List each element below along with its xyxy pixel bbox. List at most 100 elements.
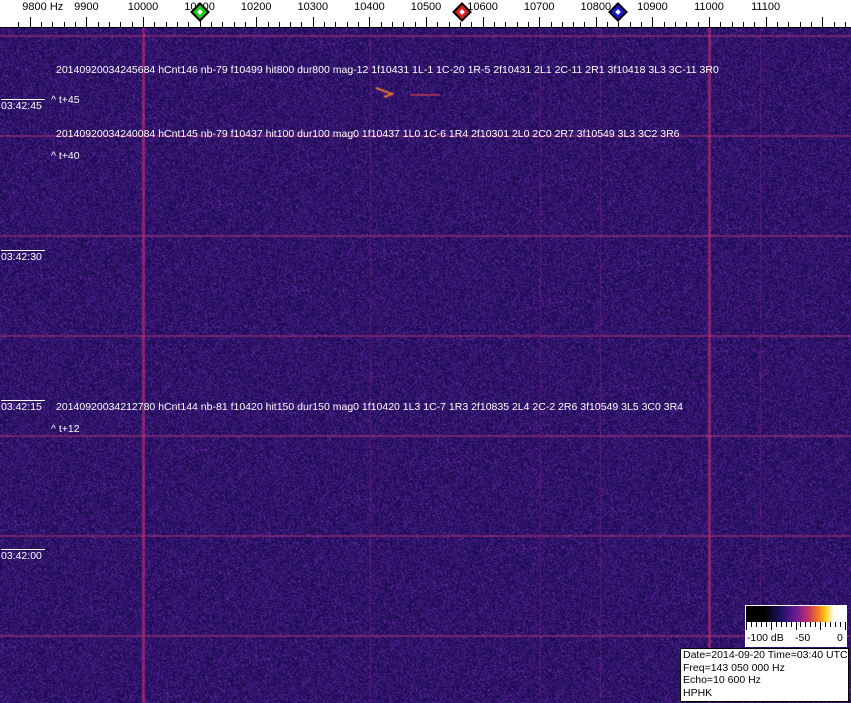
ruler-tick bbox=[743, 22, 744, 27]
ruler-tick bbox=[154, 22, 155, 27]
ruler-tick bbox=[777, 22, 778, 27]
time-label: 03:42:00 bbox=[1, 549, 45, 562]
detection-offset: ^ t+40 bbox=[51, 150, 80, 162]
ruler-tick bbox=[471, 22, 472, 27]
ruler-tick bbox=[109, 22, 110, 27]
ruler-tick bbox=[675, 22, 676, 27]
info-box: Date=2014-09-20 Time=03:40 UTC Freq=143 … bbox=[680, 648, 849, 702]
ruler-tick bbox=[143, 17, 144, 27]
color-scale-tick bbox=[830, 622, 832, 627]
ruler-tick bbox=[766, 17, 767, 27]
ruler-tick bbox=[369, 17, 370, 27]
color-scale-label: -50 bbox=[795, 632, 811, 644]
ruler-tick bbox=[358, 22, 359, 27]
detection-offset: ^ t+12 bbox=[51, 423, 80, 435]
color-scale-tick bbox=[820, 622, 822, 630]
color-scale-tick bbox=[746, 622, 747, 630]
color-gradient bbox=[746, 606, 846, 622]
date-time: Date=2014-09-20 Time=03:40 UTC bbox=[683, 649, 848, 661]
ruler-tick bbox=[268, 22, 269, 27]
frequency-label: 9800 Hz bbox=[22, 1, 64, 13]
detection-text: 20140920034212780 hCnt144 nb-81 f10420 h… bbox=[56, 401, 684, 413]
color-scale-label: -100 dB bbox=[747, 632, 784, 644]
ruler-tick bbox=[754, 22, 755, 27]
frequency-ruler[interactable]: 9800 Hz990010000101001020010300104001050… bbox=[0, 0, 851, 28]
color-scale-tick bbox=[750, 622, 752, 627]
ruler-tick bbox=[392, 22, 393, 27]
color-scale-tick bbox=[840, 622, 842, 627]
ruler-tick bbox=[426, 17, 427, 27]
ruler-tick bbox=[301, 22, 302, 27]
ruler-tick bbox=[584, 22, 585, 27]
station-name: HPHK bbox=[683, 686, 713, 699]
color-scale-tick bbox=[760, 622, 762, 627]
ruler-tick bbox=[313, 17, 314, 27]
ruler-tick bbox=[732, 22, 733, 27]
ruler-tick bbox=[177, 22, 178, 27]
frequency-label: 10200 bbox=[240, 1, 272, 13]
ruler-tick bbox=[505, 22, 506, 27]
detection-text: 20140920034245684 hCnt146 nb-79 f10499 h… bbox=[56, 64, 719, 76]
ruler-tick bbox=[494, 22, 495, 27]
color-scale-tick bbox=[765, 622, 767, 627]
ruler-tick bbox=[664, 22, 665, 27]
ruler-tick bbox=[720, 22, 721, 27]
ruler-tick bbox=[698, 22, 699, 27]
ruler-tick bbox=[30, 17, 31, 27]
ruler-tick bbox=[607, 22, 608, 27]
ruler-tick bbox=[811, 22, 812, 27]
ruler-tick bbox=[245, 22, 246, 27]
ruler-tick bbox=[200, 17, 201, 27]
ruler-tick bbox=[381, 22, 382, 27]
ruler-tick bbox=[483, 17, 484, 27]
ruler-tick bbox=[256, 17, 257, 27]
ruler-tick bbox=[75, 22, 76, 27]
color-scale-tick bbox=[795, 622, 797, 630]
ruler-tick bbox=[188, 22, 189, 27]
ruler-tick bbox=[641, 22, 642, 27]
color-scale-ticks bbox=[746, 622, 846, 630]
ruler-tick bbox=[64, 22, 65, 27]
color-scale-tick bbox=[800, 622, 802, 627]
frequency-label: 9900 bbox=[74, 1, 99, 13]
color-scale-tick bbox=[835, 622, 837, 627]
ruler-tick bbox=[211, 22, 212, 27]
frequency-label: 10800 bbox=[580, 1, 612, 13]
ruler-tick bbox=[517, 22, 518, 27]
color-scale-tick bbox=[780, 622, 782, 627]
ruler-tick bbox=[630, 22, 631, 27]
color-scale: -100 dB -50 0 bbox=[745, 605, 847, 647]
ruler-tick bbox=[52, 22, 53, 27]
frequency-label: 10500 bbox=[410, 1, 442, 13]
ruler-tick bbox=[18, 22, 19, 27]
ruler-tick bbox=[222, 22, 223, 27]
ruler-tick bbox=[98, 22, 99, 27]
color-scale-tick bbox=[845, 622, 846, 630]
ruler-tick bbox=[449, 22, 450, 27]
ruler-tick bbox=[562, 22, 563, 27]
ruler-tick bbox=[324, 22, 325, 27]
color-scale-tick bbox=[825, 622, 827, 627]
color-scale-tick bbox=[790, 622, 792, 627]
time-label: 03:42:30 bbox=[1, 250, 45, 263]
ruler-tick bbox=[437, 22, 438, 27]
ruler-tick bbox=[709, 17, 710, 27]
ruler-tick bbox=[132, 22, 133, 27]
frequency-label: 10000 bbox=[127, 1, 159, 13]
frequency-label: 10700 bbox=[523, 1, 555, 13]
ruler-tick bbox=[335, 22, 336, 27]
ruler-tick bbox=[618, 22, 619, 27]
ruler-tick bbox=[539, 17, 540, 27]
color-scale-tick bbox=[770, 622, 772, 630]
ruler-tick bbox=[41, 22, 42, 27]
color-scale-tick bbox=[775, 622, 777, 627]
ruler-tick bbox=[551, 22, 552, 27]
ruler-tick bbox=[415, 22, 416, 27]
ruler-tick bbox=[788, 22, 789, 27]
ruler-tick bbox=[347, 22, 348, 27]
time-label: 03:42:45 bbox=[1, 99, 45, 112]
ruler-tick bbox=[845, 22, 846, 27]
color-scale-label: 0 bbox=[837, 632, 843, 644]
color-scale-tick bbox=[785, 622, 787, 627]
frequency-label: 11000 bbox=[694, 1, 724, 13]
